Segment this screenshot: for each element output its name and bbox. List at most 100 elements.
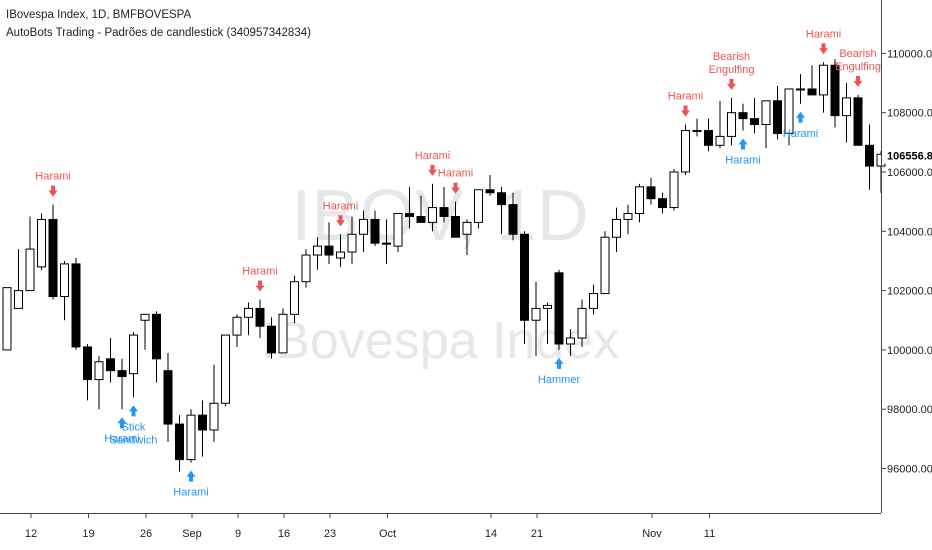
candle (830, 59, 840, 128)
candle-body-bullish (94, 361, 104, 381)
candle (152, 311, 161, 383)
candle (163, 352, 173, 442)
x-tick-label: 14 (485, 528, 497, 540)
candle-body-bullish (313, 245, 322, 256)
candle (589, 284, 598, 315)
candle-body-bullish (692, 129, 702, 132)
candle-body-bullish (819, 64, 828, 96)
arrow-down-icon (48, 185, 58, 197)
candle (175, 415, 184, 472)
candle (48, 204, 58, 300)
candle (428, 183, 437, 232)
candle-body-bullish (37, 218, 46, 268)
candle (393, 213, 403, 253)
candle-body-bullish (301, 254, 311, 283)
candle (600, 231, 610, 295)
candle-body-bullish (462, 221, 472, 235)
candle (359, 210, 368, 253)
candle-body-bullish (577, 307, 587, 339)
y-tick-label: 100000.00 (887, 345, 932, 357)
candle (727, 97, 736, 146)
arrow-down-icon (451, 182, 460, 194)
candle (416, 195, 426, 223)
y-tick-label: 106000.00 (887, 167, 932, 179)
signal-label: Harami (438, 168, 473, 180)
candle (623, 204, 633, 235)
candle (106, 338, 115, 383)
signal-label: Harami (668, 91, 703, 103)
candle-body-bearish (807, 88, 817, 96)
candle (267, 317, 276, 359)
candle (25, 216, 35, 292)
candle (244, 302, 253, 336)
candle (715, 100, 725, 149)
candle (186, 409, 196, 463)
candle-body-bullish (278, 313, 288, 354)
arrow-up-icon (129, 405, 138, 417)
candle-body-bullish (669, 171, 679, 209)
signal-label: Engulfing (709, 64, 755, 76)
candle-body-bearish (508, 204, 518, 235)
candle (738, 103, 748, 131)
candle (658, 192, 667, 214)
candle (750, 97, 759, 134)
candle (773, 85, 782, 140)
candle (462, 219, 472, 256)
x-tick-label: 26 (140, 528, 152, 540)
candle-body-bearish (865, 144, 874, 167)
x-tick-label: 16 (278, 528, 290, 540)
candle-body-bearish (451, 215, 460, 238)
candle-body-bullish (382, 242, 391, 245)
last-price-box (882, 147, 932, 164)
candle (577, 299, 587, 347)
candle-body-bullish (589, 293, 598, 309)
arrow-up-icon (738, 138, 748, 150)
candle-body-bearish (175, 423, 184, 461)
candle (704, 118, 713, 152)
x-tick-label: 9 (235, 528, 241, 540)
candle-body-bullish (359, 218, 368, 235)
candle-body-bullish (727, 112, 736, 137)
candle (347, 216, 357, 264)
signal-label: Harami (783, 128, 818, 140)
x-tick-label: 12 (25, 528, 37, 540)
candle-body-bearish (658, 198, 667, 209)
candle-body-bearish (554, 272, 564, 345)
candle (140, 313, 150, 350)
candle (796, 74, 805, 104)
pattern-signal-bullish: Hammer (538, 357, 580, 386)
candle (761, 100, 771, 149)
candle (451, 201, 460, 238)
candle-body-bullish (635, 186, 644, 215)
candle (692, 118, 702, 137)
candle (508, 192, 518, 241)
candle-body-bearish (830, 64, 840, 117)
candle-body-bearish (163, 370, 173, 425)
indicator-title: AutoBots Trading - Padrões de candlestic… (6, 27, 311, 39)
candle (60, 260, 69, 321)
candle (83, 343, 92, 401)
candle (94, 355, 104, 410)
candle (543, 302, 552, 344)
candle-body-bullish (209, 402, 219, 431)
pattern-signal-bearish: Harami (438, 168, 473, 194)
candle (853, 94, 863, 146)
signal-label: Harami (242, 265, 277, 277)
pattern-signal-bearish: Harami (323, 200, 358, 227)
candle-body-bearish (439, 207, 449, 217)
candle-body-bearish (853, 97, 863, 146)
candle (336, 234, 345, 267)
candle (439, 186, 449, 223)
candle-body-bearish (738, 112, 748, 120)
candle-body-bearish (255, 307, 265, 327)
candle-body-bearish (370, 218, 380, 244)
candle-body-bearish (485, 189, 495, 194)
candle (646, 177, 656, 205)
candle-body-bullish (474, 189, 483, 223)
arrow-down-icon (819, 43, 828, 55)
candle-body-bearish (267, 325, 276, 354)
candle-body-bullish (623, 213, 633, 220)
